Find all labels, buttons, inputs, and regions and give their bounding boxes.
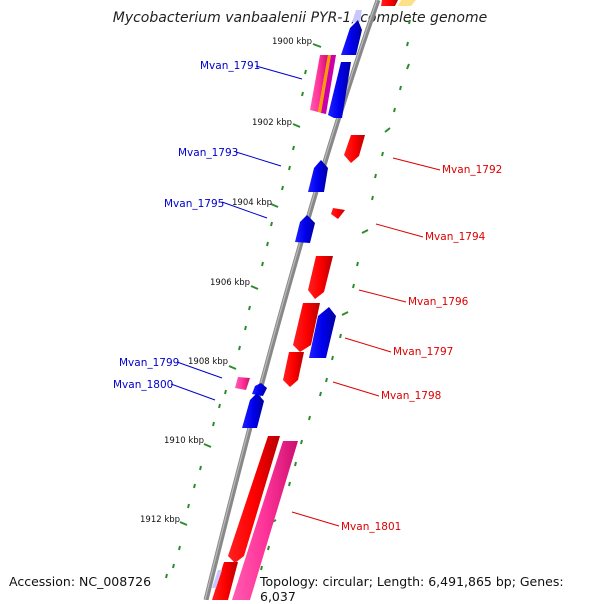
gene-mvan-1801 xyxy=(232,441,298,600)
gene-mvan-1792-upper xyxy=(328,62,351,118)
inner-tick-ring xyxy=(165,43,322,579)
gene-mvan-1797-blue xyxy=(309,307,336,358)
gene-bottom-red xyxy=(212,562,238,600)
gene-partial-top-red xyxy=(381,0,398,6)
left-labels: Mvan_1791 Mvan_1793 Mvan_1795 Mvan_1799 … xyxy=(113,60,303,401)
gene-label[interactable]: Mvan_1799 xyxy=(119,357,179,369)
gene-label[interactable]: Mvan_1791 xyxy=(200,60,260,72)
tick-label: 1912 kbp xyxy=(140,515,180,525)
gene-label[interactable]: Mvan_1792 xyxy=(442,164,502,176)
right-labels: Mvan_1792 Mvan_1794 Mvan_1796 Mvan_1797 … xyxy=(291,157,502,533)
map-title: Mycobacterium vanbaalenii PYR-1, complet… xyxy=(112,10,488,26)
gene-label[interactable]: Mvan_1800 xyxy=(113,379,173,391)
gene-mvan-1797 xyxy=(293,303,320,352)
gene-partial-top-yellow xyxy=(398,0,416,6)
gene-partial-top-lavender xyxy=(352,10,362,22)
gene-label[interactable]: Mvan_1798 xyxy=(381,390,441,402)
gene-mvan-1794 xyxy=(331,208,345,219)
tick-label: 1906 kbp xyxy=(210,278,250,288)
gene-label[interactable]: Mvan_1795 xyxy=(164,198,224,210)
gene-mvan-1792 xyxy=(344,135,365,163)
gene-large-red xyxy=(228,436,280,563)
gene-mvan-1790 xyxy=(341,20,362,55)
gene-label[interactable]: Mvan_1797 xyxy=(393,346,453,358)
tick-label: 1908 kbp xyxy=(188,357,228,367)
gene-mvan-1798 xyxy=(283,352,304,387)
gene-mvan-1796 xyxy=(308,256,333,299)
genome-backbone xyxy=(203,0,381,600)
gene-label[interactable]: Mvan_1794 xyxy=(425,231,486,243)
gene-label[interactable]: Mvan_1801 xyxy=(341,521,401,533)
accession-text: Accession: NC_008726 xyxy=(9,574,152,589)
gene-mvan-1795 xyxy=(295,215,315,243)
gene-mvan-1799 xyxy=(235,377,250,390)
gene-bottom-lavender xyxy=(212,570,222,588)
gene-label[interactable]: Mvan_1796 xyxy=(408,296,469,308)
tick-label: 1910 kbp xyxy=(164,436,204,446)
outer-tick-ring xyxy=(260,19,411,571)
gene-label[interactable]: Mvan_1793 xyxy=(178,147,238,159)
gene-mvan-1793 xyxy=(308,160,328,192)
tick-label: 1902 kbp xyxy=(252,118,292,128)
gene-mvan-1791 xyxy=(310,55,336,114)
tick-label: 1900 kbp xyxy=(272,37,312,47)
gene-mvan-1800 xyxy=(242,393,264,428)
gene-mvan-1800-small xyxy=(252,383,267,396)
tick-label: 1904 kbp xyxy=(232,198,272,208)
